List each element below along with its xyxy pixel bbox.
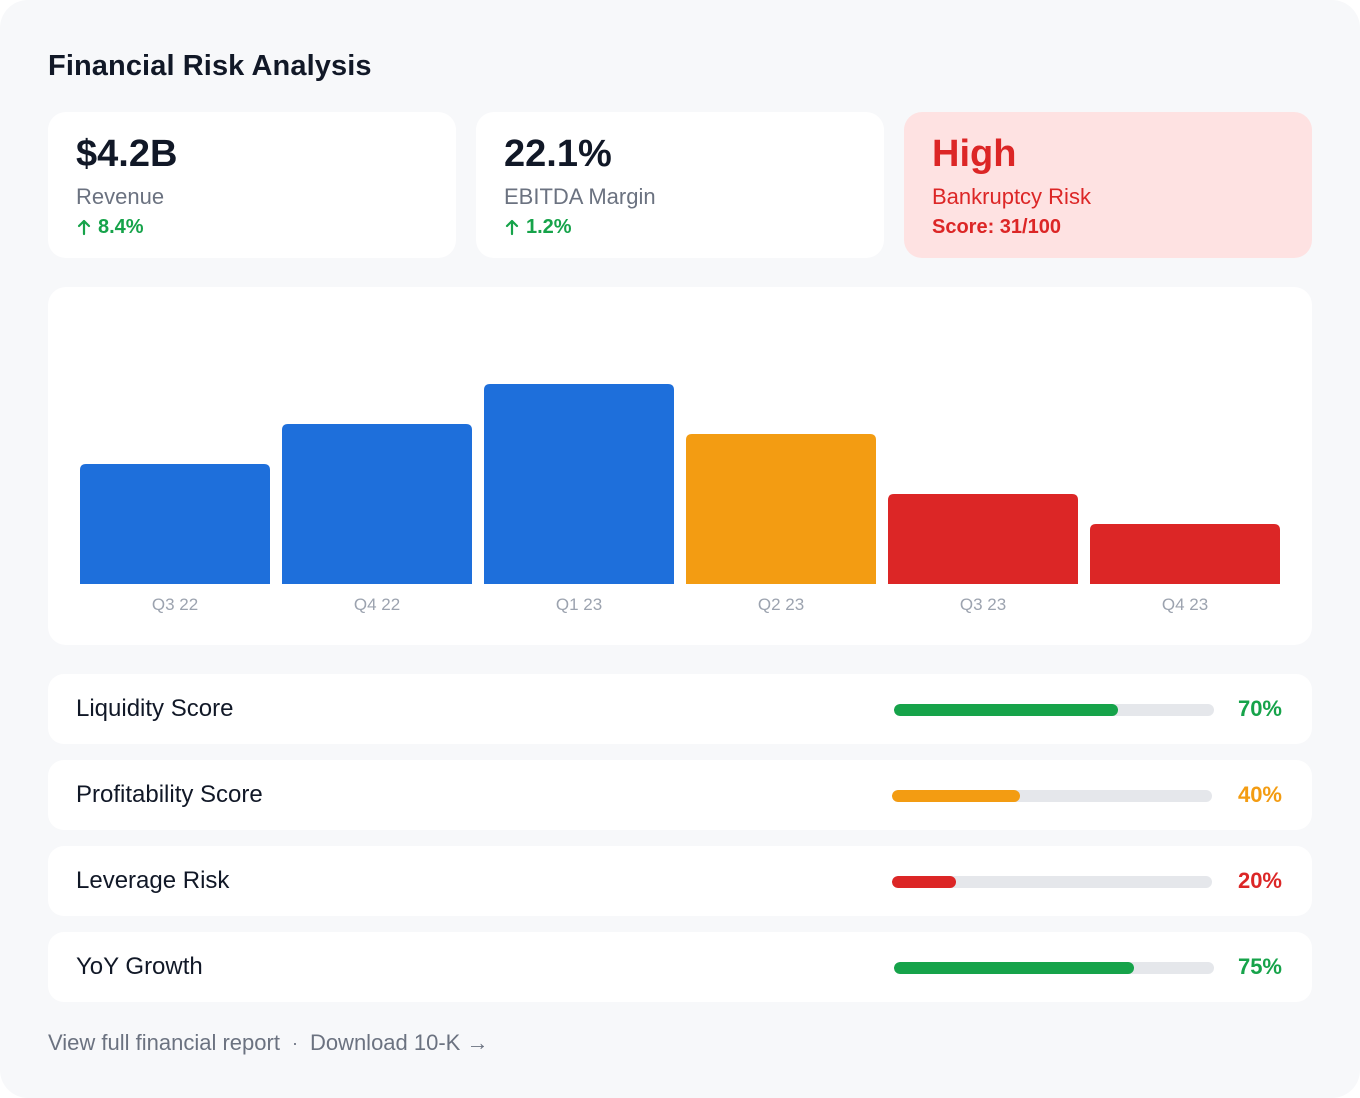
footer-separator: · <box>291 1032 298 1053</box>
bar-q1-23 <box>484 384 674 584</box>
progress-fill <box>894 962 1134 974</box>
metric-percent: 75% <box>1237 954 1282 979</box>
kpi-label: Bankruptcy Risk <box>932 184 1091 209</box>
metric-row-leverage: Leverage Risk 20% <box>48 846 1312 916</box>
kpi-change: 1.2% <box>504 215 856 239</box>
bar-q3-23 <box>888 494 1078 584</box>
metric-row-profitability: Profitability Score 40% <box>48 760 1312 830</box>
kpi-change-value: 1.2% <box>526 216 572 238</box>
metric-row-liquidity: Liquidity Score 70% <box>48 674 1312 744</box>
revenue-bar-chart: Q3 22 Q4 22 Q1 23 Q2 23 Q3 23 Q4 23 <box>48 287 1312 645</box>
progress-fill <box>892 876 956 888</box>
footer-links: View full financial report · Download 10… <box>48 1030 488 1056</box>
kpi-label: Revenue <box>76 184 165 209</box>
download-10k-link[interactable]: Download 10-K → <box>309 1030 489 1055</box>
x-tick-label: Q3 23 <box>960 595 1006 614</box>
x-tick-label: Q2 23 <box>758 595 804 614</box>
arrow-up-icon <box>77 219 91 236</box>
metric-percent: 20% <box>1237 868 1282 893</box>
metric-percent: 40% <box>1237 782 1282 807</box>
metric-label: Leverage Risk <box>76 867 230 894</box>
bar-q3-22 <box>80 464 270 584</box>
x-tick-label: Q3 22 <box>152 595 198 614</box>
progress-fill <box>892 790 1020 802</box>
kpi-value: 22.1% <box>504 133 612 175</box>
metric-percent: 70% <box>1237 696 1282 721</box>
progress-fill <box>894 704 1118 716</box>
kpi-card-revenue: $4.2B Revenue 8.4% <box>48 112 456 258</box>
x-tick-label: Q1 23 <box>556 595 602 614</box>
progress-track <box>892 876 1212 888</box>
progress-track <box>894 704 1214 716</box>
bar-chart-svg: Q3 22 Q4 22 Q1 23 Q2 23 Q3 23 Q4 23 <box>80 384 1280 614</box>
page-title: Financial Risk Analysis <box>48 50 372 82</box>
metric-label: Profitability Score <box>76 781 263 808</box>
kpi-value: High <box>932 133 1017 175</box>
progress-track <box>894 962 1214 974</box>
arrow-up-icon <box>505 219 519 236</box>
kpi-change: 8.4% <box>76 215 428 239</box>
kpi-card-ebitda: 22.1% EBITDA Margin 1.2% <box>476 112 884 258</box>
kpi-change-value: 8.4% <box>98 216 144 238</box>
view-report-link[interactable]: View full financial report <box>48 1030 280 1055</box>
metric-row-yoy-growth: YoY Growth 75% <box>48 932 1312 1002</box>
kpi-label: EBITDA Margin <box>504 184 656 209</box>
x-tick-label: Q4 22 <box>354 595 400 614</box>
bar-q4-22 <box>282 424 472 584</box>
progress-track <box>892 790 1212 802</box>
kpi-card-bankruptcy-risk: High Bankruptcy Risk Score: 31/100 <box>904 112 1312 258</box>
bar-q2-23 <box>686 434 876 584</box>
metric-label: Liquidity Score <box>76 695 234 722</box>
kpi-value: $4.2B <box>76 133 178 175</box>
metric-label: YoY Growth <box>76 953 203 980</box>
x-tick-label: Q4 23 <box>1162 595 1208 614</box>
bar-q4-23 <box>1090 524 1280 584</box>
kpi-score: Score: 31/100 <box>932 216 1061 238</box>
